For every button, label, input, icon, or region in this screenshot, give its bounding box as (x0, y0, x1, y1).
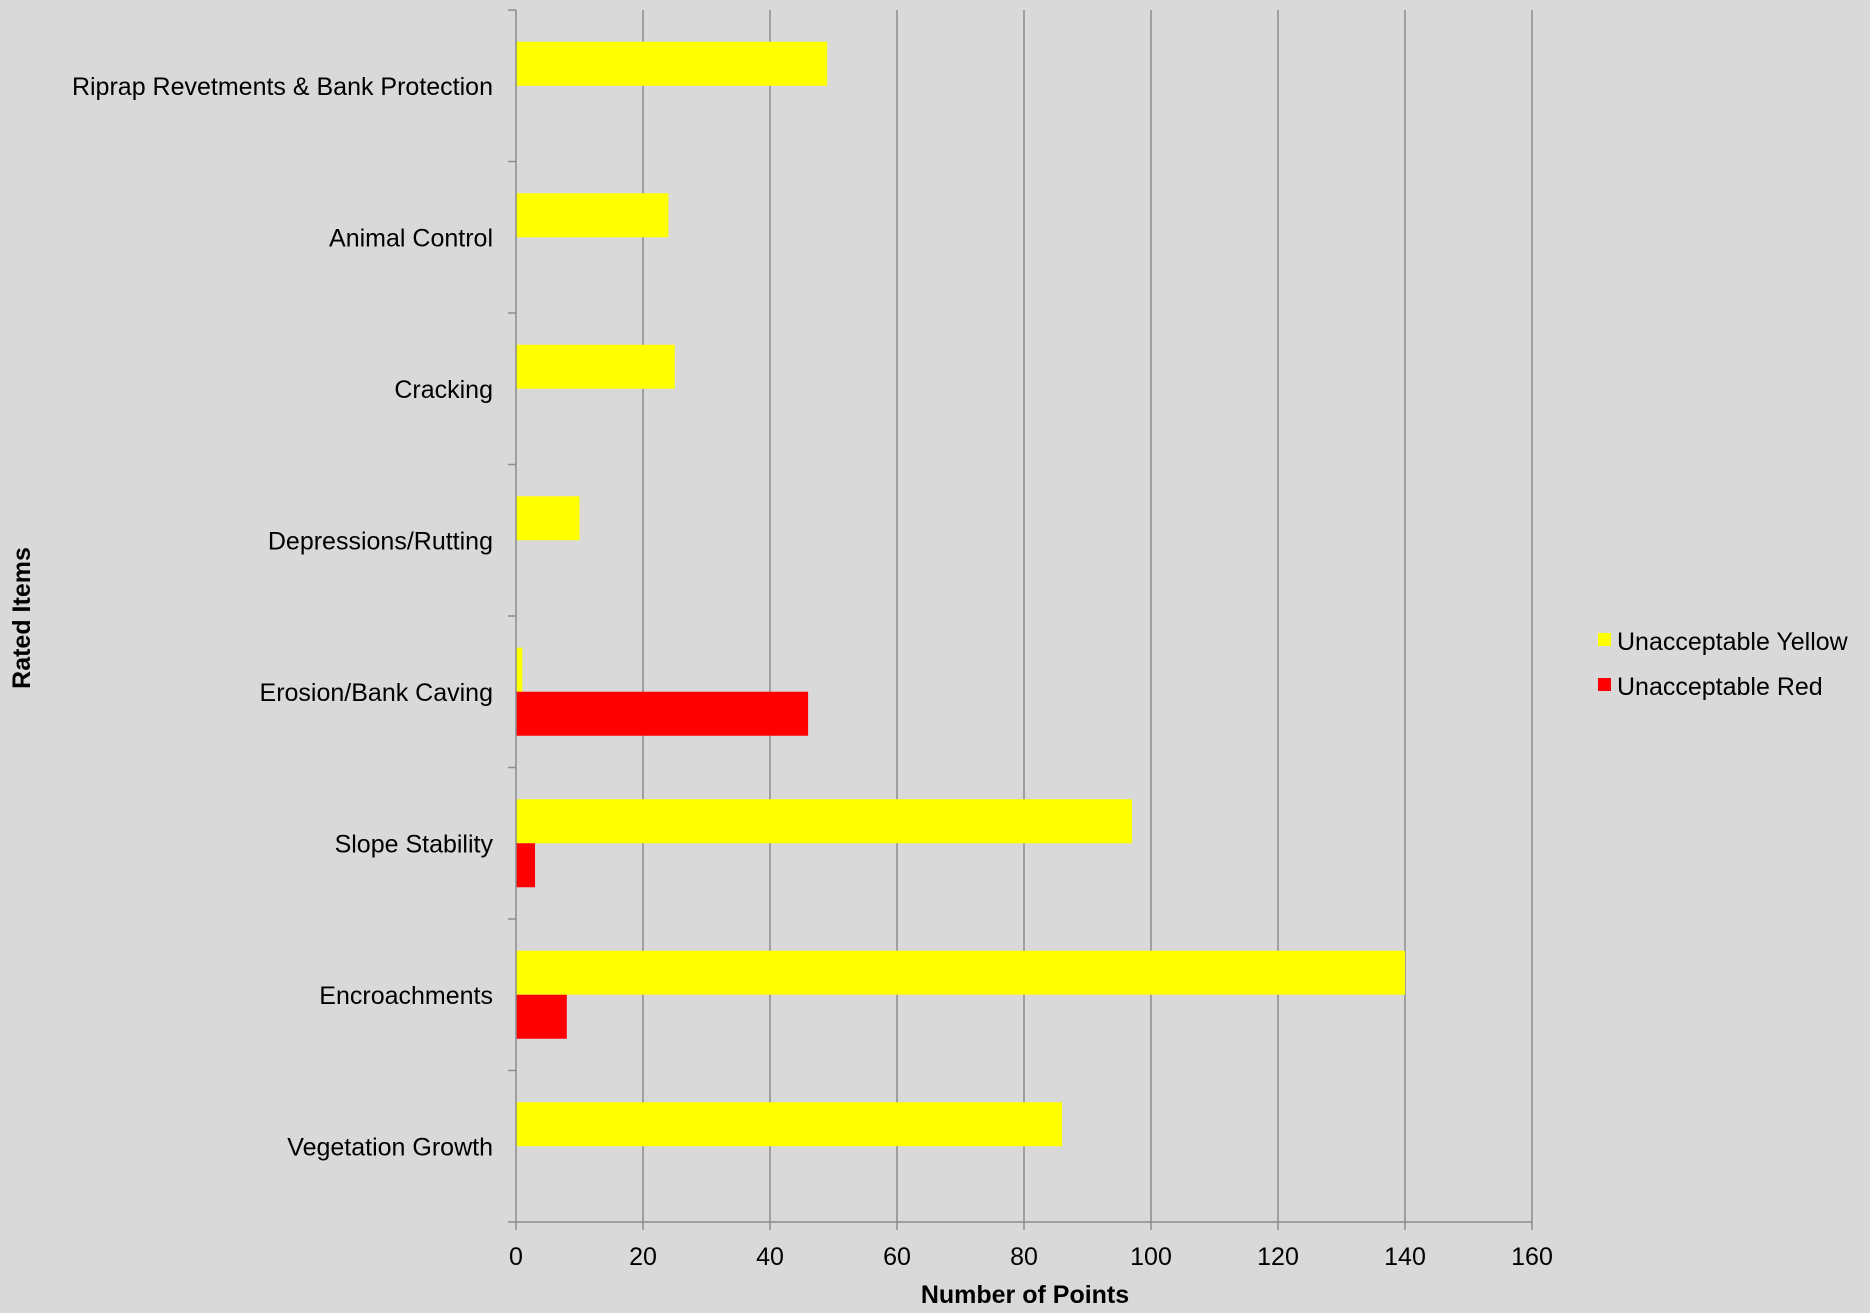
y-category-label: Riprap Revetments & Bank Protection (72, 73, 493, 101)
bar-yellow (516, 41, 828, 86)
legend-label-yellow: Unacceptable Yellow (1617, 628, 1849, 656)
y-category-label: Vegetation Growth (287, 1133, 493, 1161)
x-tick-label: 20 (629, 1243, 657, 1271)
legend-swatch-yellow (1598, 633, 1611, 646)
bar-yellow (516, 344, 675, 389)
x-tick-label: 60 (883, 1243, 911, 1271)
bar-red (516, 994, 567, 1039)
bars (516, 41, 1405, 1147)
x-tick-label: 80 (1010, 1243, 1038, 1271)
x-tick-label: 120 (1257, 1243, 1299, 1271)
x-axis-title: Number of Points (921, 1281, 1129, 1308)
y-axis-title: Rated Items (8, 547, 36, 689)
x-tick-label: 100 (1130, 1243, 1172, 1271)
bar-red (516, 691, 809, 736)
x-tick-label: 160 (1511, 1243, 1553, 1271)
y-category-label: Encroachments (319, 982, 493, 1010)
y-category-label: Erosion/Bank Caving (260, 679, 493, 707)
legend: Unacceptable Yellow Unacceptable Red (1598, 628, 1849, 701)
bar-yellow (516, 647, 523, 692)
bar-yellow (516, 193, 669, 238)
gridlines (642, 10, 1533, 1222)
bar-yellow (516, 799, 1132, 844)
axes (508, 9, 1533, 1230)
x-tick-label: 0 (509, 1243, 523, 1271)
y-category-label: Animal Control (329, 224, 493, 252)
legend-swatch-red (1598, 678, 1611, 691)
x-tick-label: 40 (756, 1243, 784, 1271)
legend-label-red: Unacceptable Red (1617, 673, 1823, 701)
y-category-label: Cracking (394, 376, 493, 404)
x-tick-label: 140 (1384, 1243, 1426, 1271)
y-category-label: Depressions/Rutting (268, 527, 493, 555)
y-category-label: Slope Stability (335, 830, 494, 858)
bar-red (516, 843, 536, 888)
bar-yellow (516, 1102, 1063, 1147)
bar-yellow (516, 950, 1405, 995)
labels: 0 20 40 60 80 100 120 140 160 Riprap Revetments &… (72, 73, 1553, 1271)
bar-yellow (516, 496, 580, 541)
